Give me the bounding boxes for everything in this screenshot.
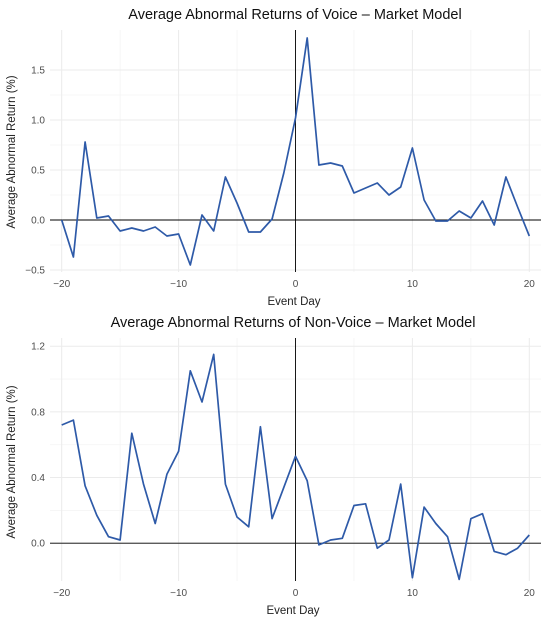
plot-layer: −20 −10 0 10 20 −0.5 0.0 0.5 1.0 1.5 xyxy=(25,30,541,290)
y-tick-label: 0.8 xyxy=(31,407,45,418)
x-tick-label: 10 xyxy=(407,279,419,290)
series-line xyxy=(61,353,530,581)
x-tick-label: 10 xyxy=(407,588,419,599)
y-tick-label: 0.5 xyxy=(31,166,45,177)
y-axis-label: Average Abnormal Return (%) xyxy=(6,385,18,538)
x-tick-label: −10 xyxy=(170,588,187,599)
y-tick-label: 0.0 xyxy=(31,539,45,550)
y-tick-label: 1.5 xyxy=(31,66,45,77)
series-line xyxy=(60,37,531,266)
x-tick-label: 0 xyxy=(293,588,299,599)
y-tick-label: 1.2 xyxy=(31,342,45,353)
x-tick-label: 20 xyxy=(524,588,536,599)
plot-layer: −20 −10 0 10 20 0.0 0.4 0.8 1.2 xyxy=(31,338,541,599)
chart-title: Average Abnormal Returns of Voice – Mark… xyxy=(128,7,461,23)
x-tick-label: −20 xyxy=(53,588,70,599)
y-tick-label: −0.5 xyxy=(25,266,45,277)
chart-title: Average Abnormal Returns of Non-Voice – … xyxy=(111,315,476,331)
chart-panel-voice: Average Abnormal Returns of Voice – Mark… xyxy=(6,7,541,308)
x-tick-label: 20 xyxy=(524,279,536,290)
x-axis-label: Event Day xyxy=(266,605,319,617)
y-tick-label: 0.4 xyxy=(31,473,45,484)
y-tick-label: 1.0 xyxy=(31,116,45,127)
x-axis-label: Event Day xyxy=(267,296,320,308)
chart-panel-non-voice: Average Abnormal Returns of Non-Voice – … xyxy=(6,315,541,617)
y-tick-label: 0.0 xyxy=(31,216,45,227)
y-axis-label: Average Abnormal Return (%) xyxy=(6,75,18,228)
x-tick-label: 0 xyxy=(293,279,299,290)
x-tick-label: −20 xyxy=(53,279,70,290)
x-tick-label: −10 xyxy=(170,279,187,290)
